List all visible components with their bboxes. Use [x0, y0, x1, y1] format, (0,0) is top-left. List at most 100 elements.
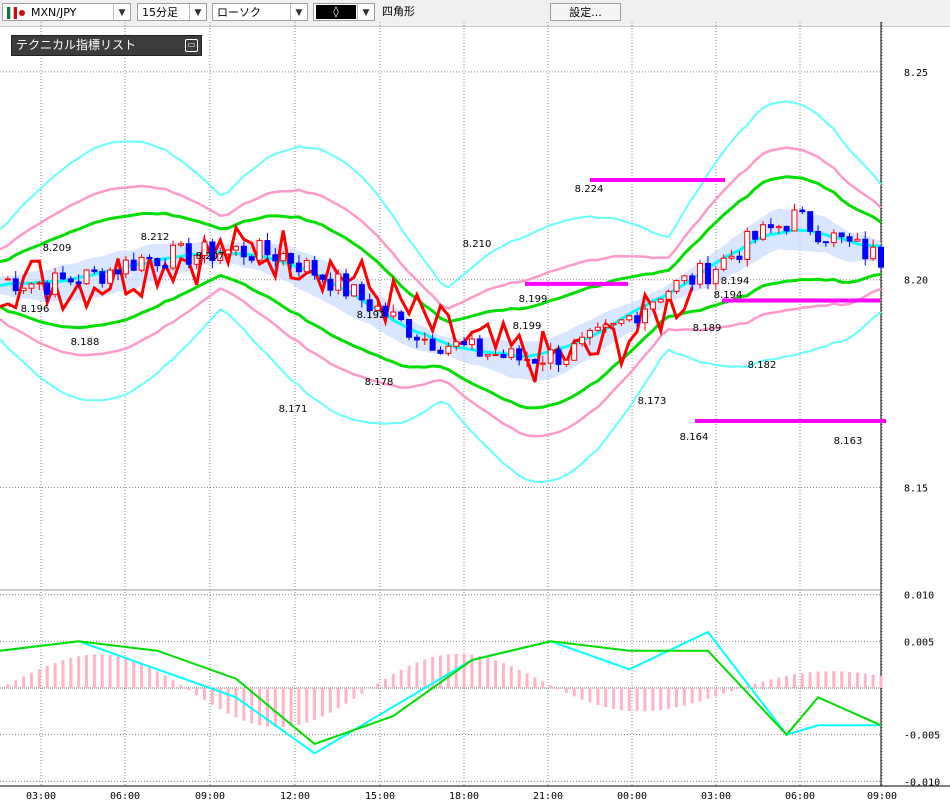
- candle-body: [295, 262, 302, 273]
- candle-body: [838, 232, 845, 238]
- price-label: 8.173: [638, 396, 667, 407]
- candle-body: [437, 349, 444, 354]
- candle-body: [799, 209, 806, 213]
- macd-histogram-bar: [289, 688, 293, 727]
- macd-histogram-bar: [580, 688, 584, 700]
- candle-body: [36, 282, 43, 285]
- x-axis: 03:00 06:00 09:00 12:00 15:00 18:00 21:00 00:00…: [26, 791, 897, 802]
- draw-tool-name: 四角形: [382, 5, 415, 18]
- macd-histogram-bar: [383, 678, 387, 688]
- candle-body: [854, 238, 861, 242]
- candle-body: [248, 256, 255, 261]
- macd-histogram-bar: [486, 657, 490, 688]
- candle-body: [870, 246, 877, 260]
- macd-histogram-bar: [210, 688, 214, 705]
- macd-histogram-bar: [85, 655, 89, 688]
- candle-body: [256, 240, 263, 261]
- candle-body: [130, 259, 137, 271]
- candle-body: [28, 283, 35, 289]
- macd-histogram-bar: [674, 688, 678, 708]
- candle-body: [154, 258, 161, 267]
- candle-body: [350, 284, 357, 297]
- x-tick-label: 09:00: [867, 791, 897, 802]
- price-label: 8.212: [141, 232, 170, 243]
- timeframe-select[interactable]: 15分足 ▼: [137, 3, 207, 21]
- candle-body: [52, 272, 59, 295]
- macd-histogram-bar: [832, 671, 836, 688]
- y-axis: 8.25 8.20 8.15 0.010 0.005 -0.005 -0.010: [904, 68, 940, 788]
- macd-histogram-bar: [321, 688, 325, 717]
- macd-histogram-bar: [116, 656, 120, 688]
- price-annotations: 8.209 8.196 8.188 8.212 8.207 8.171 8.192 8.178…: [21, 184, 863, 447]
- macd-histogram-bar: [478, 656, 482, 688]
- indicator-list-panel[interactable]: テクニカル指標リスト ▭: [11, 35, 202, 56]
- x-tick-label: 21:00: [533, 791, 563, 802]
- candle-body: [767, 224, 774, 229]
- candle-body: [673, 280, 680, 292]
- candle-body: [610, 322, 617, 326]
- macd-histogram-bar: [627, 688, 631, 711]
- draw-tool-icon: ◊: [316, 5, 356, 19]
- x-tick-label: 03:00: [701, 791, 731, 802]
- candle-body: [547, 349, 554, 364]
- macd-histogram-bar: [462, 653, 466, 688]
- macd-histogram-bar: [305, 688, 309, 723]
- candle-body: [665, 290, 672, 300]
- macd-histogram-bar: [848, 671, 852, 688]
- candle-body: [579, 336, 586, 345]
- macd-histogram-bar: [871, 674, 875, 688]
- macd-histogram-bar: [643, 688, 647, 712]
- candle-body: [358, 284, 365, 301]
- timeframe-label: 15分足: [142, 6, 178, 19]
- price-label: 8.210: [463, 239, 492, 250]
- candle-body: [366, 299, 373, 312]
- candle-body: [319, 274, 326, 280]
- candle-body: [728, 255, 735, 259]
- draw-tool-select[interactable]: ◊ ▼: [313, 3, 375, 21]
- settings-button[interactable]: 設定...: [550, 3, 621, 21]
- band-line: [0, 287, 882, 438]
- macd-histogram-bar: [328, 688, 332, 713]
- macd-histogram-bar: [77, 656, 81, 688]
- macd-histogram-bar: [879, 676, 883, 688]
- chart-style-select[interactable]: ローソク ▼: [212, 3, 308, 21]
- candle-body: [461, 341, 468, 346]
- candle-body: [476, 338, 483, 357]
- candle-body: [382, 305, 389, 317]
- macd-histogram-bar: [824, 671, 828, 688]
- macd-histogram-bar: [368, 688, 372, 689]
- candle-body: [642, 308, 649, 324]
- macd-histogram-bar: [218, 688, 222, 710]
- price-label: 8.192: [357, 310, 386, 321]
- y-tick-label: 8.20: [904, 276, 928, 287]
- macd-histogram-bar: [572, 688, 576, 697]
- macd-histogram-bar: [391, 674, 395, 688]
- macd-histogram-bar: [761, 681, 765, 688]
- candle-body: [122, 259, 129, 275]
- candle-body: [390, 311, 397, 317]
- macd-histogram-bar: [816, 671, 820, 688]
- candle-body: [264, 240, 271, 256]
- macd-histogram-bar: [313, 688, 317, 720]
- y-tick-label: 8.25: [904, 68, 928, 79]
- candle-body: [170, 244, 177, 269]
- price-label: 8.178: [365, 377, 394, 388]
- macd-histogram-bar: [855, 672, 859, 688]
- minimize-icon[interactable]: ▭: [185, 39, 198, 52]
- candle-body: [752, 230, 759, 240]
- macd-histogram-bar: [45, 665, 49, 688]
- macd-histogram-bar: [179, 685, 183, 688]
- flag-icon: [7, 7, 27, 19]
- candle-body: [20, 287, 27, 292]
- macd-histogram-bar: [132, 660, 136, 688]
- candle-body: [878, 246, 884, 268]
- macd-histogram-bar: [187, 688, 191, 691]
- candle-body: [83, 269, 90, 285]
- macd-histogram-bar: [556, 688, 560, 690]
- candle-body: [791, 209, 798, 232]
- price-label: 8.199: [513, 321, 542, 332]
- x-tick-label: 15:00: [365, 791, 395, 802]
- symbol-select[interactable]: MXN/JPY ▼: [2, 3, 131, 21]
- macd-histogram-bar: [840, 671, 844, 688]
